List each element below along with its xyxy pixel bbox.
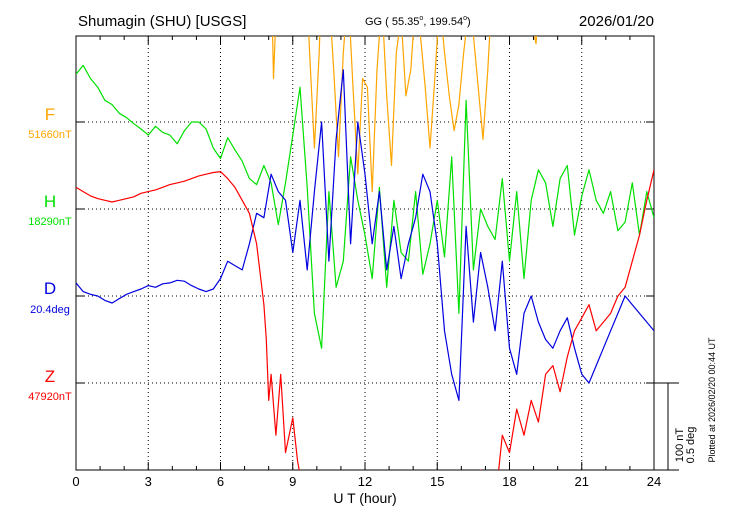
channel-label-h: H: [44, 192, 56, 211]
series-line-h: [76, 64, 654, 349]
x-tick-label: 18: [502, 474, 516, 489]
x-tick-label: 15: [430, 474, 444, 489]
series-line-d: [76, 69, 654, 401]
channel-baseline-z: 47920nT: [28, 391, 72, 403]
station-title: Shumagin (SHU) [USGS]: [78, 13, 246, 30]
series-line-z: [76, 169, 654, 470]
series-layer: [76, 36, 654, 470]
x-tick-label: 3: [145, 474, 152, 489]
channel-baseline-f: 51660nT: [28, 129, 72, 141]
x-tick-label: 9: [289, 474, 296, 489]
x-tick-label: 6: [217, 474, 224, 489]
x-tick-labels: 0 3 6 9 12 15 18 21 24: [72, 474, 661, 489]
x-tick-label: 24: [647, 474, 661, 489]
grid-lines: [76, 36, 654, 470]
x-tick-label: 12: [358, 474, 372, 489]
plotted-timestamp: Plotted at 2026/02/20 00:44 UT: [707, 337, 717, 463]
date-label: 2026/01/20: [579, 13, 654, 30]
scale-deg-label: 0.5 deg: [685, 427, 697, 464]
channel-labels: F 51660nT H 18290nT D 20.4deg Z 47920nT: [28, 105, 72, 403]
channel-label-f: F: [45, 105, 55, 124]
channel-label-z: Z: [45, 367, 55, 386]
scale-bar: 100 nT 0.5 deg: [654, 382, 697, 471]
coordinates-label: GG ( 55.35o, 199.54o): [365, 15, 471, 28]
x-tick-label: 0: [72, 474, 79, 489]
scale-nt-label: 100 nT: [674, 428, 686, 463]
channel-baseline-h: 18290nT: [28, 216, 72, 228]
channel-label-d: D: [44, 279, 56, 298]
x-tick-label: 21: [575, 474, 589, 489]
channel-baseline-d: 20.4deg: [30, 304, 70, 316]
x-axis-title: U T (hour): [333, 490, 396, 506]
